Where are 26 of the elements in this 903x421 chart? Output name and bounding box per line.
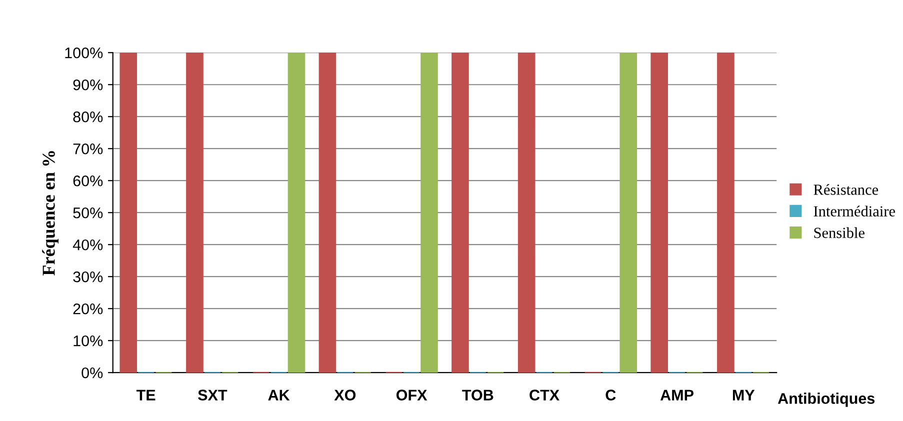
y-tick-label: 50%	[73, 207, 103, 218]
x-tick-label: SXT	[198, 390, 228, 400]
y-tick-label: 10%	[74, 335, 103, 346]
x-tick-label: TE	[136, 390, 156, 400]
x-axis-title: Antibiotiques	[778, 392, 875, 407]
y-tick-label: 60%	[73, 175, 103, 186]
x-tick-label: MY	[732, 390, 755, 400]
y-tick-label: 30%	[73, 271, 103, 282]
x-tick-label: C	[606, 390, 616, 400]
y-tick-label: 0%	[82, 367, 103, 378]
y-tick-label: 40%	[72, 239, 103, 250]
legend-label: Sensible	[814, 227, 864, 238]
x-tick-label: CTX	[530, 390, 560, 400]
x-tick-label: XO	[334, 390, 356, 400]
x-tick-label: AK	[268, 390, 290, 400]
x-tick-label: OFX	[396, 390, 428, 400]
y-tick-label: 100%	[65, 47, 103, 58]
y-tick-label: 90%	[73, 79, 103, 90]
y-tick-label: 20%	[73, 303, 103, 314]
legend-label: Intermédiaire	[814, 206, 895, 216]
y-tick-label: 80%	[73, 111, 103, 122]
y-axis-title: Fréquence en %	[42, 151, 59, 276]
x-tick-label: AMP	[660, 390, 694, 400]
x-tick-label: TOB	[462, 390, 494, 400]
legend-label: Résistance	[814, 184, 878, 195]
y-tick-label: 70%	[73, 143, 103, 154]
